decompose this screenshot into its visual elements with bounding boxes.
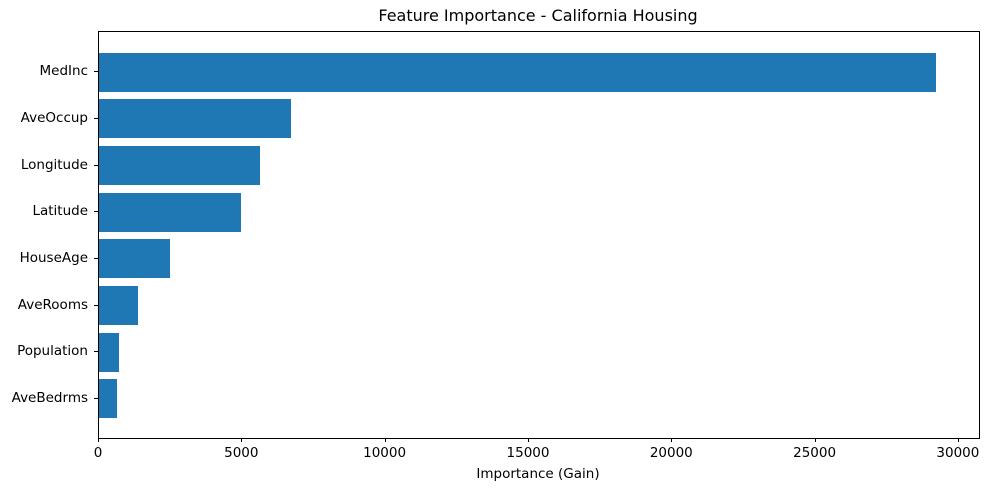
xtick-label-30000: 30000	[936, 445, 980, 461]
ytick-label-population: Population	[17, 343, 88, 360]
xtick-mark	[957, 438, 959, 442]
ytick-mark	[94, 257, 98, 259]
xtick-label-20000: 20000	[649, 445, 693, 461]
ytick-mark	[94, 164, 98, 166]
ytick-label-avebedrms: AveBedrms	[11, 389, 88, 406]
ytick-label-medinc: MedInc	[39, 63, 88, 80]
bar-latitude	[99, 192, 241, 232]
xtick-mark	[814, 438, 816, 442]
ytick-mark	[94, 397, 98, 399]
ytick-label-longitude: Longitude	[20, 156, 88, 173]
x-axis-label: Importance (Gain)	[476, 466, 600, 482]
bar-longitude	[99, 146, 260, 186]
ytick-mark	[94, 211, 98, 213]
ytick-mark	[94, 117, 98, 119]
xtick-mark	[98, 438, 99, 442]
ytick-mark	[94, 304, 98, 306]
xtick-label-15000: 15000	[506, 445, 550, 461]
xtick-mark	[384, 438, 386, 442]
plot-area	[98, 31, 980, 439]
ytick-mark	[94, 71, 98, 73]
bar-medinc	[99, 52, 936, 92]
xtick-mark	[241, 438, 243, 442]
xtick-label-25000: 25000	[793, 445, 837, 461]
xtick-mark	[528, 438, 529, 442]
bar-avebedrms	[99, 379, 117, 419]
ytick-label-aveoccup: AveOccup	[20, 109, 88, 126]
bar-aveoccup	[99, 99, 292, 139]
ytick-label-houseage: HouseAge	[19, 249, 88, 266]
ytick-label-latitude: Latitude	[32, 203, 88, 220]
chart-title: Feature Importance - California Housing	[378, 6, 698, 25]
bar-population	[99, 332, 120, 372]
xtick-label-10000: 10000	[363, 445, 407, 461]
xtick-mark	[671, 438, 673, 442]
ytick-mark	[94, 351, 98, 353]
bar-averooms	[99, 286, 138, 326]
xtick-label-0: 0	[93, 445, 103, 461]
xtick-label-5000: 5000	[224, 445, 259, 461]
bar-houseage	[99, 239, 170, 279]
ytick-label-averooms: AveRooms	[17, 296, 88, 313]
